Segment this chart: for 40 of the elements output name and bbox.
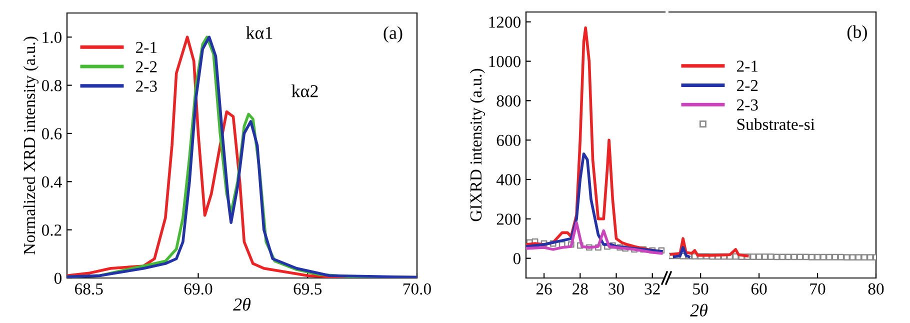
x-axis-title: 2θ — [690, 304, 708, 317]
x-tick-label: 28 — [572, 283, 588, 295]
x-axis-title: 2θ — [233, 298, 251, 311]
x-tick-label: 69.5 — [294, 283, 322, 295]
x-tick-label: 32 — [644, 283, 660, 295]
y-tick-label: 1200 — [489, 16, 521, 28]
y-tick-label: 0.2 — [42, 224, 62, 236]
y-axis-title: Normalized XRD intensity (a.u.) — [23, 36, 39, 254]
legend-label: 2-2 — [136, 61, 157, 72]
y-tick-label: 1000 — [489, 56, 521, 68]
y-tick-label: 0.4 — [42, 176, 62, 188]
legend-label: 2-2 — [737, 80, 758, 92]
legend-label: 2-1 — [136, 42, 157, 53]
y-tick-label: 0.6 — [42, 128, 62, 140]
annotation: (b) — [847, 25, 867, 42]
legend-label: Substrate-si — [737, 118, 815, 130]
x-tick-label: 26 — [536, 283, 552, 295]
y-tick-label: 0 — [513, 252, 521, 264]
x-tick-label: 60 — [751, 283, 767, 295]
y-tick-label: 0.8 — [42, 80, 62, 92]
legend-label: 2-1 — [737, 60, 758, 72]
x-tick-label: 50 — [693, 283, 708, 295]
y-tick-label: 800 — [496, 95, 521, 107]
x-tick-label: 68.5 — [75, 283, 103, 295]
annotation: (a) — [384, 26, 402, 43]
annotation: kα2 — [292, 84, 318, 98]
y-tick-label: 0 — [54, 272, 62, 284]
legend-label: 2-3 — [737, 99, 758, 111]
y-tick-label: 400 — [496, 174, 521, 186]
x-tick-label: 70.0 — [404, 283, 431, 295]
x-tick-label: 30 — [608, 283, 624, 295]
y-axis-title: GIXRD intensity (a.u.) — [470, 68, 486, 222]
x-tick-label: 80 — [868, 283, 884, 295]
legend-label: 2-3 — [136, 80, 157, 92]
y-tick-label: 200 — [496, 214, 521, 225]
y-tick-label: 1.0 — [42, 32, 62, 44]
y-tick-label: 600 — [496, 134, 521, 146]
x-tick-label: 69.0 — [184, 283, 212, 295]
x-tick-label: 70 — [810, 283, 826, 295]
annotation: kα1 — [246, 26, 272, 39]
